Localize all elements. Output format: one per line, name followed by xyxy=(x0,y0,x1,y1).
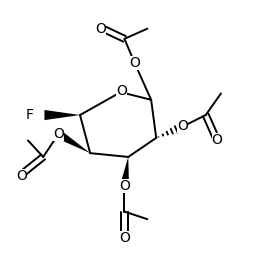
Text: O: O xyxy=(178,119,188,133)
Text: O: O xyxy=(16,169,27,183)
Polygon shape xyxy=(56,130,90,153)
Text: F: F xyxy=(25,108,33,122)
Text: O: O xyxy=(95,22,106,36)
Polygon shape xyxy=(120,157,129,187)
Text: O: O xyxy=(119,179,130,193)
Text: O: O xyxy=(212,133,223,147)
Text: O: O xyxy=(53,127,64,141)
Text: O: O xyxy=(119,231,130,245)
Polygon shape xyxy=(44,110,80,120)
Text: O: O xyxy=(129,56,140,70)
Text: O: O xyxy=(117,84,127,98)
